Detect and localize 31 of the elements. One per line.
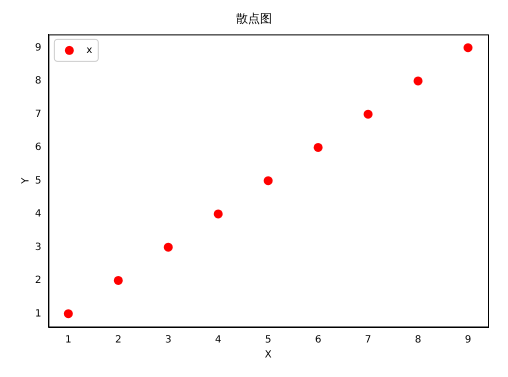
point: [264, 176, 273, 186]
x-tick-label: 3: [165, 334, 172, 346]
point: [364, 110, 373, 119]
y-axis-title: Y: [20, 176, 32, 185]
x-tick-label: 8: [414, 334, 422, 346]
point: [464, 43, 473, 52]
point: [114, 276, 123, 285]
x-tick-label: 2: [115, 334, 122, 346]
y-tick-label: 1: [34, 308, 42, 320]
point: [214, 209, 223, 218]
point: [414, 76, 423, 86]
y-tick-label: 9: [34, 42, 42, 54]
y-tick-label: 5: [34, 175, 42, 186]
y-tick-label: 8: [34, 76, 42, 87]
x-tick-label: 1: [65, 334, 72, 346]
x-tick-label: 7: [364, 334, 372, 346]
point: [64, 309, 73, 318]
y-tick-label: 2: [34, 275, 42, 286]
chart-title: 散点图: [236, 11, 272, 26]
x-axis-title: X: [264, 350, 272, 361]
x-tick-label: 4: [215, 334, 222, 346]
x-tick-label: 9: [464, 334, 472, 346]
x-tick-label: 5: [264, 334, 272, 346]
legend-label: x: [86, 44, 92, 56]
point: [164, 242, 173, 252]
y-tick-label: 4: [34, 208, 42, 220]
y-tick-label: 3: [34, 242, 42, 253]
point: [314, 142, 323, 152]
x-tick-label: 6: [314, 334, 322, 346]
y-tick-label: 6: [34, 142, 42, 154]
y-tick-label: 7: [34, 108, 42, 120]
